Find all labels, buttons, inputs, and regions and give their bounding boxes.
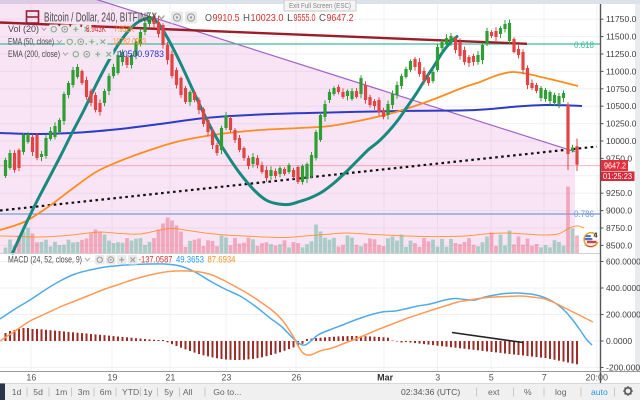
svg-text:C: C [319, 13, 326, 24]
svg-text:11000.0: 11000.0 [606, 66, 637, 76]
svg-text:All: All [183, 387, 193, 397]
svg-text:ext: ext [488, 387, 500, 397]
svg-text:O: O [205, 13, 212, 24]
svg-text:7: 7 [542, 373, 547, 383]
svg-text:10023.0: 10023.0 [251, 13, 284, 24]
svg-text:5.943K: 5.943K [86, 24, 106, 34]
svg-text:23: 23 [221, 373, 231, 383]
svg-text:5y: 5y [164, 387, 174, 397]
svg-text:Exit Full Screen (ESC): Exit Full Screen (ESC) [289, 3, 351, 10]
svg-text:10250.0: 10250.0 [606, 119, 637, 129]
svg-text:9750.0: 9750.0 [606, 153, 632, 163]
svg-text:9250.0: 9250.0 [606, 188, 632, 198]
svg-text:8500.0: 8500.0 [606, 240, 632, 250]
svg-text:9555.0: 9555.0 [294, 13, 316, 24]
svg-text:Mar: Mar [377, 373, 394, 383]
svg-text:0.618: 0.618 [574, 40, 594, 50]
svg-text:11750.0: 11750.0 [606, 14, 637, 24]
svg-text:02:34:36 (UTC): 02:34:36 (UTC) [401, 387, 460, 397]
svg-text:19: 19 [107, 373, 117, 383]
svg-text:9647.2: 9647.2 [327, 13, 354, 24]
svg-text:3: 3 [435, 373, 440, 383]
svg-text:200.0000: 200.0000 [606, 310, 640, 320]
svg-text:01:25:23: 01:25:23 [603, 172, 633, 181]
svg-text:EMA (200, close): EMA (200, close) [8, 49, 60, 59]
svg-text:MACD (24, 52, close, 9): MACD (24, 52, close, 9) [8, 255, 82, 265]
svg-text:26: 26 [291, 373, 301, 383]
svg-text:5d: 5d [33, 387, 43, 397]
svg-text:600.0000: 600.0000 [606, 257, 640, 267]
svg-text:1m: 1m [55, 387, 67, 397]
svg-text:5: 5 [489, 373, 494, 383]
svg-text:400.0000: 400.0000 [606, 283, 640, 293]
svg-text:Bitcoin / Dollar, 240, BITFINE: Bitcoin / Dollar, 240, BITFINEX [44, 11, 157, 25]
svg-text:11500.0: 11500.0 [606, 32, 637, 42]
svg-text:10750.0: 10750.0 [606, 84, 637, 94]
svg-text:10782.0923: 10782.0923 [113, 37, 146, 47]
svg-text:H: H [243, 13, 250, 24]
svg-text:YTD: YTD [122, 387, 139, 397]
svg-text:Go to...: Go to... [213, 387, 241, 397]
svg-text:21: 21 [165, 373, 175, 383]
svg-text:49.3653: 49.3653 [176, 255, 204, 265]
svg-text:L: L [287, 13, 293, 24]
svg-text:-137.0587: -137.0587 [139, 255, 173, 265]
svg-text:10500.0: 10500.0 [606, 101, 637, 111]
svg-text:auto: auto [591, 387, 608, 397]
svg-text:16: 16 [26, 373, 36, 383]
svg-text:0.786: 0.786 [574, 209, 594, 219]
svg-text:1d: 1d [12, 387, 22, 397]
svg-text:87.6934: 87.6934 [208, 255, 236, 265]
svg-text:9910.5: 9910.5 [213, 13, 240, 24]
svg-text:3m: 3m [78, 387, 90, 397]
svg-text:%: % [524, 387, 532, 397]
svg-text:20:00: 20:00 [586, 373, 609, 383]
svg-text:9000.0: 9000.0 [606, 206, 632, 216]
svg-text:-200.0000: -200.0000 [606, 363, 640, 373]
svg-text:11250.0: 11250.0 [606, 49, 637, 59]
svg-text:Vol (20): Vol (20) [8, 24, 39, 34]
svg-text:10000.0: 10000.0 [606, 136, 637, 146]
svg-text:0.0000: 0.0000 [606, 336, 632, 346]
svg-text:log: log [555, 387, 567, 397]
svg-text:9647.2: 9647.2 [604, 161, 626, 171]
svg-text:1y: 1y [143, 387, 153, 397]
svg-text:7.952K: 7.952K [114, 24, 134, 34]
svg-text:8750.0: 8750.0 [606, 223, 632, 233]
svg-text:6m: 6m [100, 387, 112, 397]
svg-text:EMA (50, close): EMA (50, close) [8, 37, 54, 47]
svg-text:10500.9783: 10500.9783 [118, 49, 164, 59]
svg-text:4: 4 [594, 233, 598, 240]
